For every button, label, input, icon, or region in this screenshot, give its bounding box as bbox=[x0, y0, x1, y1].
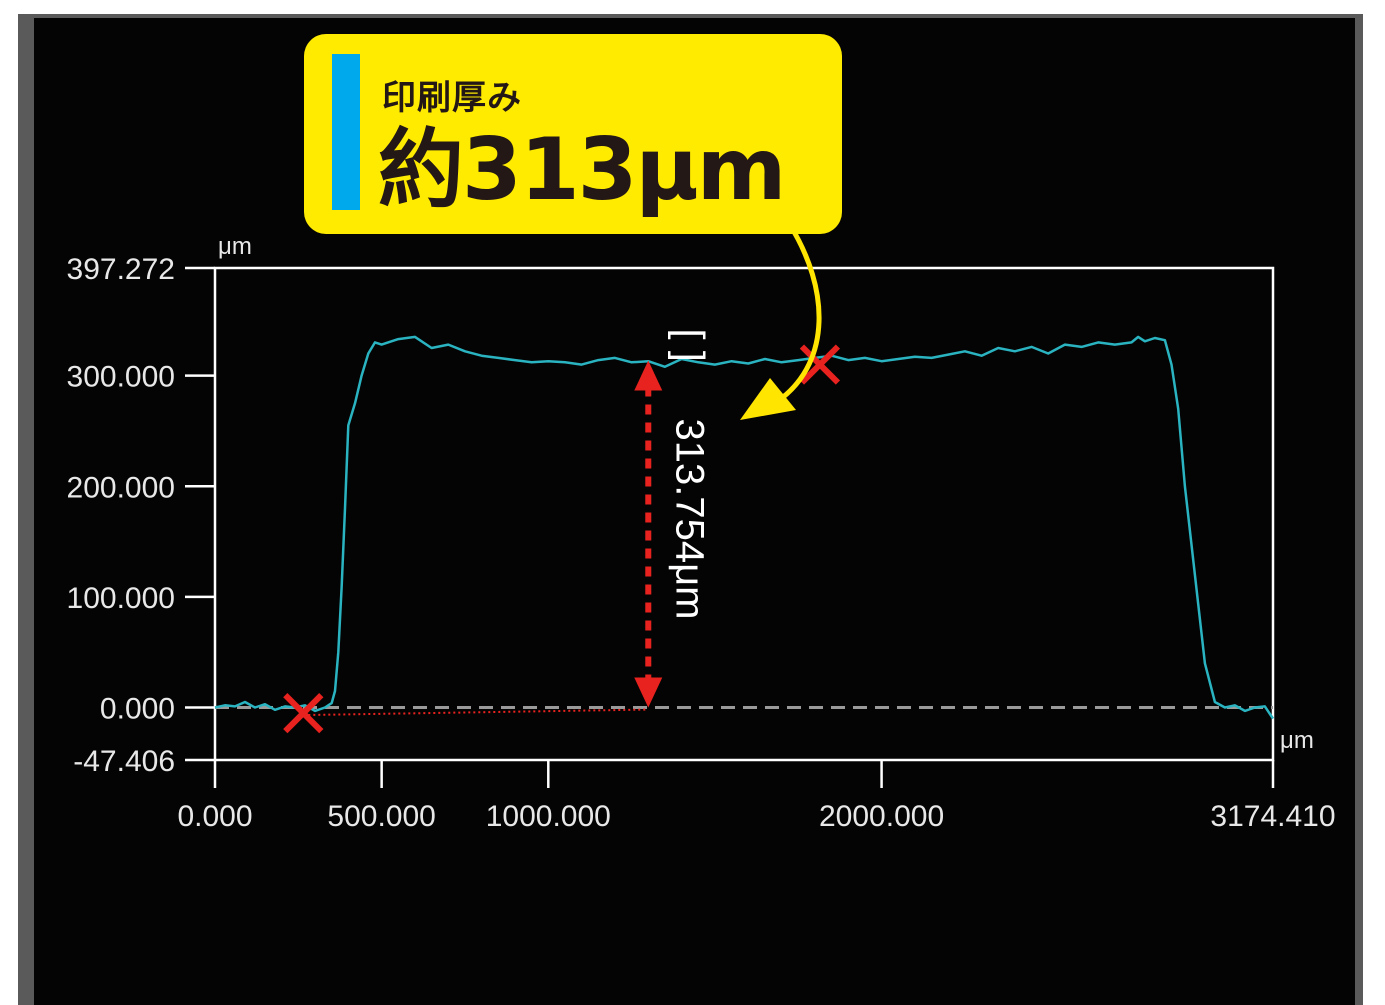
callout-pointer-head bbox=[740, 378, 796, 420]
measure-point-marker-1 bbox=[799, 344, 841, 385]
x-tick-label-4: 3174.410 bbox=[1210, 800, 1335, 833]
x-tick-label-1: 500.000 bbox=[327, 800, 435, 833]
measurement-bracket: [ ] bbox=[667, 329, 711, 362]
y-tick-label-0: 397.272 bbox=[67, 253, 175, 286]
y-tick-label-1: 300.000 bbox=[67, 361, 175, 394]
callout-accent-bar bbox=[332, 54, 360, 210]
callout-value: 約313μm bbox=[378, 120, 786, 220]
x-tick-label-2: 1000.000 bbox=[486, 800, 611, 833]
x-tick-label-0: 0.000 bbox=[177, 800, 252, 833]
y-tick-label-4: 0.000 bbox=[100, 693, 175, 726]
y-tick-label-3: 100.000 bbox=[67, 582, 175, 615]
plot-border bbox=[213, 266, 1275, 762]
baseline-guide bbox=[303, 708, 649, 717]
y-unit-label: μm bbox=[218, 233, 252, 260]
thickness-arrow-head-bottom bbox=[634, 677, 663, 708]
thickness-arrow-head-top bbox=[634, 360, 663, 391]
x-tick-label-3: 2000.000 bbox=[819, 800, 944, 833]
y-tick-label-5: -47.406 bbox=[73, 745, 175, 778]
callout-pointer-curve bbox=[780, 223, 822, 400]
profile-trace-0 bbox=[214, 335, 1275, 720]
y-tick-label-2: 200.000 bbox=[67, 471, 175, 504]
thickness-callout: 印刷厚み 約313μm bbox=[304, 34, 842, 234]
measure-point-marker-0 bbox=[283, 692, 324, 734]
callout-label: 印刷厚み bbox=[382, 78, 522, 118]
measurement-readout: 313.754μm bbox=[667, 419, 711, 620]
x-unit-label: μm bbox=[1280, 727, 1314, 754]
